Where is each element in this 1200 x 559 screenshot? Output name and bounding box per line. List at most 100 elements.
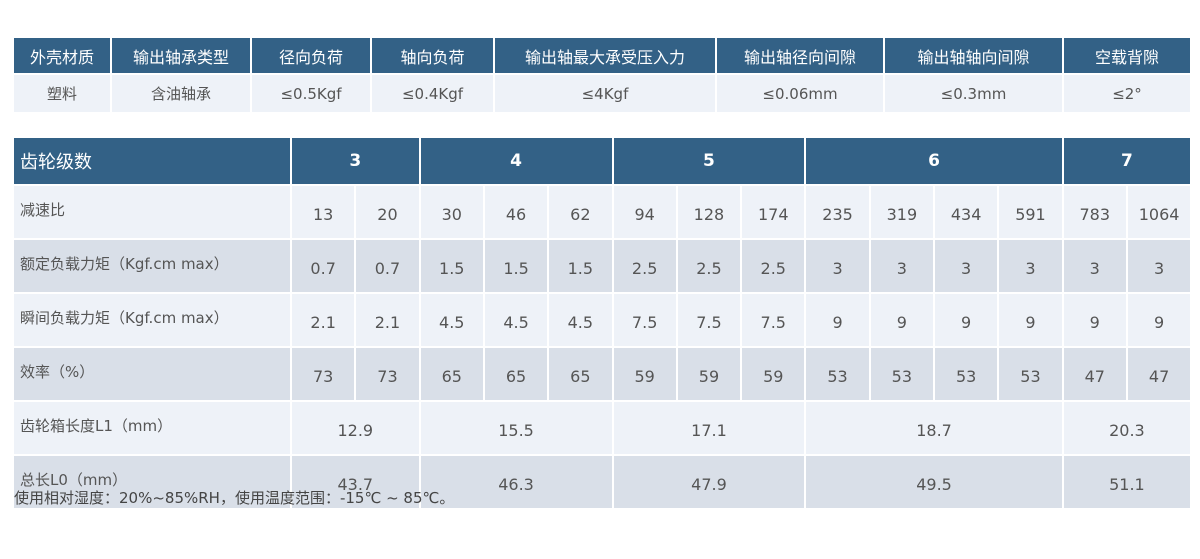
gear-stage-header: 6: [804, 136, 1064, 186]
value-cell: 1.5: [482, 238, 550, 294]
spec-value-row: 塑料 含油轴承 ≤0.5Kgf ≤0.4Kgf ≤4Kgf ≤0.06mm ≤0.3mm ≤2…: [12, 73, 1192, 114]
value-cell: 94: [611, 184, 678, 240]
value-cell: 65: [547, 346, 614, 402]
value-cell: 65: [418, 346, 485, 402]
value-cell: 2.1: [289, 292, 357, 348]
value-cell: 2.5: [675, 238, 743, 294]
value-cell: 46.3: [418, 454, 614, 510]
spec-header-cell: 输出轴轴向间隙: [883, 36, 1064, 75]
row-label: 减速比: [12, 184, 292, 240]
value-cell: 9: [997, 292, 1064, 348]
value-cell: 2.5: [611, 238, 678, 294]
value-cell: 62: [547, 184, 614, 240]
value-cell: 1.5: [547, 238, 614, 294]
value-cell: 47.9: [611, 454, 807, 510]
spec-header-cell: 径向负荷: [250, 36, 372, 75]
value-cell: 47: [1061, 346, 1128, 402]
spec-value-cell: 含油轴承: [110, 73, 252, 114]
gear-stage-header: 3: [290, 136, 421, 186]
value-cell: 4.5: [547, 292, 614, 348]
spec-table: 外壳材质 输出轴承类型 径向负荷 轴向负荷 输出轴最大承受压入力 输出轴径向间隙 输出轴轴向…: [12, 36, 1192, 114]
spec-value-cell: ≤0.5Kgf: [250, 73, 372, 114]
value-cell: 13: [289, 184, 357, 240]
value-cell: 51.1: [1061, 454, 1193, 510]
value-cell: 3: [804, 238, 871, 294]
value-cell: 20: [354, 184, 421, 240]
value-cell: 3: [997, 238, 1064, 294]
value-cell: 4.5: [418, 292, 485, 348]
spec-value-cell: ≤0.4Kgf: [370, 73, 495, 114]
value-cell: 47: [1125, 346, 1193, 402]
value-cell: 319: [868, 184, 936, 240]
value-cell: 9: [1125, 292, 1193, 348]
gear-stage-header: 4: [418, 136, 614, 186]
value-cell: 9: [1061, 292, 1128, 348]
value-cell: 0.7: [289, 238, 357, 294]
value-cell: 30: [418, 184, 485, 240]
value-cell: 18.7: [804, 400, 1064, 456]
spec-header-cell: 外壳材质: [12, 36, 112, 75]
value-cell: 3: [1125, 238, 1193, 294]
row-label: 效率（%）: [12, 346, 292, 402]
spec-header-cell: 输出轴径向间隙: [715, 36, 885, 75]
value-cell: 7.5: [611, 292, 678, 348]
spec-header-cell: 轴向负荷: [370, 36, 495, 75]
value-cell: 73: [289, 346, 357, 402]
value-cell: 3: [932, 238, 1000, 294]
spec-value-cell: ≤0.06mm: [715, 73, 885, 114]
value-cell: 53: [932, 346, 1000, 402]
spec-value-cell: ≤2°: [1062, 73, 1192, 114]
value-cell: 0.7: [354, 238, 421, 294]
value-cell: 235: [804, 184, 871, 240]
row-label: 齿轮箱长度L1（mm）: [12, 400, 292, 456]
spec-header-cell: 输出轴承类型: [110, 36, 252, 75]
value-cell: 2.1: [354, 292, 421, 348]
spec-value-cell: ≤0.3mm: [883, 73, 1064, 114]
value-cell: 20.3: [1061, 400, 1193, 456]
gear-stage-header: 7: [1061, 136, 1193, 186]
spec-header-row: 外壳材质 输出轴承类型 径向负荷 轴向负荷 输出轴最大承受压入力 输出轴径向间隙 输出轴轴向…: [12, 36, 1192, 75]
value-cell: 59: [740, 346, 807, 402]
table-row: 总长L0（mm） 43.7 46.3 47.9 49.5 51.1: [12, 454, 1193, 510]
gear-stage-label: 齿轮级数: [12, 136, 292, 186]
value-cell: 17.1: [611, 400, 807, 456]
value-cell: 1064: [1125, 184, 1193, 240]
value-cell: 1.5: [418, 238, 485, 294]
value-cell: 9: [932, 292, 1000, 348]
row-label: 瞬间负载力矩（Kgf.cm max）: [12, 292, 292, 348]
value-cell: 4.5: [482, 292, 550, 348]
table-row: 额定负载力矩（Kgf.cm max） 0.7 0.7 1.5 1.5 1.5 2.5 2.5 2…: [12, 238, 1193, 294]
value-cell: 9: [804, 292, 871, 348]
value-cell: 7.5: [675, 292, 743, 348]
value-cell: 591: [997, 184, 1064, 240]
value-cell: 73: [354, 346, 421, 402]
value-cell: 53: [868, 346, 936, 402]
value-cell: 9: [868, 292, 936, 348]
value-cell: 46: [482, 184, 550, 240]
value-cell: 2.5: [740, 238, 807, 294]
row-label: 总长L0（mm）: [12, 454, 292, 510]
value-cell: 3: [1061, 238, 1128, 294]
usage-note: 使用相对湿度：20%~85%RH，使用温度范围：-15℃ ~ 85℃。: [14, 489, 455, 507]
value-cell: 49.5: [804, 454, 1064, 510]
spec-value-cell: ≤4Kgf: [493, 73, 717, 114]
table-row: 效率（%） 73 73 65 65 65 59 59 59 53 53 53 53 47 47: [12, 346, 1193, 402]
row-label: 额定负载力矩（Kgf.cm max）: [12, 238, 292, 294]
value-cell: 65: [482, 346, 550, 402]
value-cell: 53: [804, 346, 871, 402]
value-cell: 7.5: [740, 292, 807, 348]
value-cell: 434: [932, 184, 1000, 240]
gear-stage-header: 5: [611, 136, 807, 186]
value-cell: 783: [1061, 184, 1128, 240]
value-cell: 43.7: [290, 454, 421, 510]
value-cell: 12.9: [290, 400, 421, 456]
value-cell: 174: [740, 184, 807, 240]
spec-header-cell: 空载背隙: [1062, 36, 1192, 75]
value-cell: 3: [868, 238, 936, 294]
table-row: 齿轮箱长度L1（mm） 12.9 15.5 17.1 18.7 20.3: [12, 400, 1193, 456]
table-row: 瞬间负载力矩（Kgf.cm max） 2.1 2.1 4.5 4.5 4.5 7.5 7.5 7…: [12, 292, 1193, 348]
value-cell: 128: [675, 184, 743, 240]
value-cell: 59: [675, 346, 743, 402]
